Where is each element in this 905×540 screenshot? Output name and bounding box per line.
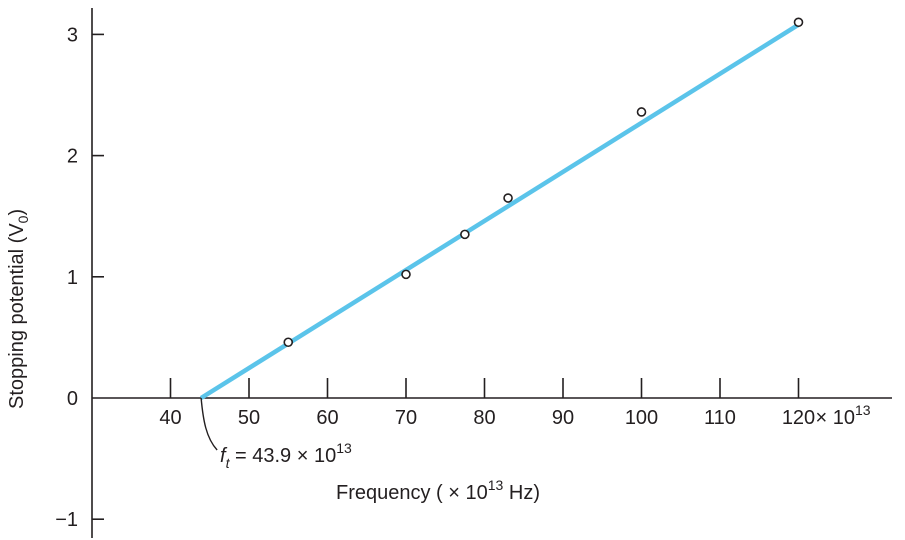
fit-line (199, 22, 800, 400)
data-point (503, 193, 513, 203)
data-point (636, 107, 647, 117)
x-tick-label: 60 (316, 407, 338, 429)
x-axis-label-exponent: 13 (488, 477, 504, 493)
x-tick-suffix-exponent: 13 (855, 402, 871, 418)
y-axis-label-subscript: 0 (15, 215, 31, 223)
x-tick-label: 120 (782, 407, 815, 429)
x-tick-label: 90 (552, 407, 574, 429)
y-tick-label: 1 (67, 267, 78, 289)
y-axis-label-text: Stopping potential (V (6, 223, 28, 409)
data-point (283, 337, 294, 348)
x-ticks: 40 50 60 70 80 90 100 110 120 (159, 378, 815, 429)
y-tick-label: 2 (67, 146, 78, 168)
y-tick-label: 3 (67, 24, 78, 46)
x-tick-label: 100 (625, 407, 658, 429)
y-axis-label-close: ) (6, 209, 28, 216)
data-points (283, 17, 804, 348)
data-point (793, 17, 804, 28)
x-axis-label: Frequency ( × 1013 Hz) (336, 477, 540, 504)
y-tick-label: 0 (67, 388, 78, 410)
annotation-symbol: f (220, 445, 228, 467)
x-tick-label: 50 (238, 407, 260, 429)
annotation-text: = 43.9 × 10 (229, 445, 336, 467)
y-ticks: −1 0 1 2 3 (55, 24, 104, 531)
data-point (401, 269, 411, 280)
x-tick-suffix-text: × 10 (816, 407, 855, 429)
annotation-exponent: 13 (336, 440, 352, 456)
y-tick-label: −1 (55, 509, 78, 531)
x-tick-label: 70 (395, 407, 417, 429)
x-axis-label-unit: Hz) (503, 482, 540, 504)
x-tick-label: 80 (473, 407, 495, 429)
annotation-leader-line (200, 397, 218, 451)
x-tick-label: 40 (159, 407, 181, 429)
x-tick-suffix: × 1013 (816, 402, 871, 429)
x-axis-label-text: Frequency ( × 10 (336, 482, 488, 504)
threshold-annotation: ft = 43.9 × 1013 (220, 440, 352, 471)
x-tick-label: 110 (704, 407, 736, 429)
data-point (460, 229, 470, 240)
annotation-subscript: t (226, 455, 231, 471)
y-axis-label: Stopping potential (V0) (6, 209, 31, 409)
